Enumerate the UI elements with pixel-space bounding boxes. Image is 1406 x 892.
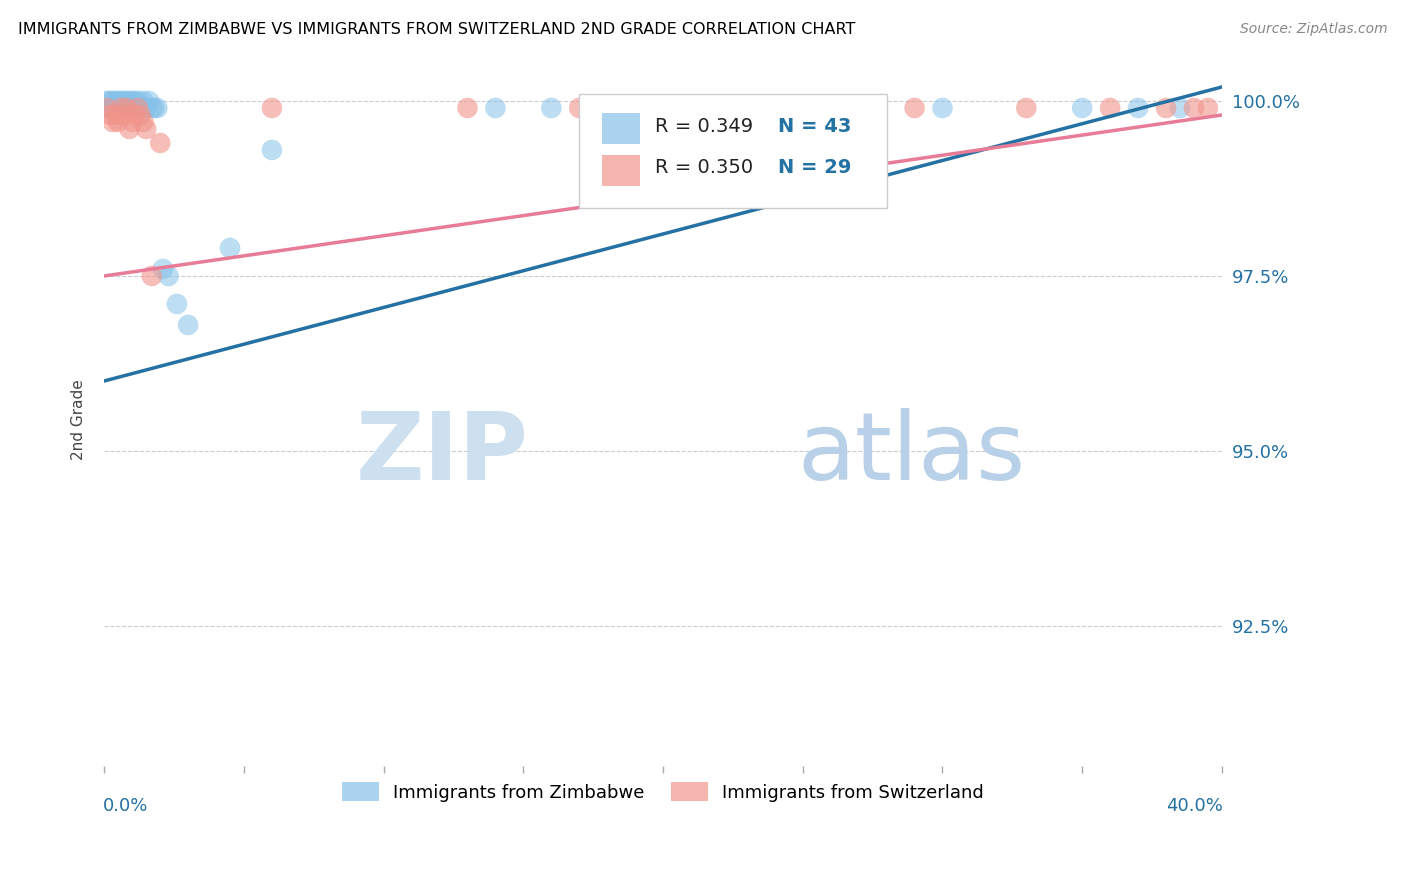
- Point: [124, 101, 146, 115]
- Point: [260, 101, 283, 115]
- Point: [1168, 101, 1191, 115]
- Point: [1197, 101, 1219, 115]
- Point: [1126, 101, 1149, 115]
- Point: [121, 115, 143, 129]
- Point: [135, 122, 157, 136]
- Point: [96, 94, 118, 108]
- Point: [792, 101, 814, 115]
- Point: [112, 108, 135, 122]
- Legend: Immigrants from Zimbabwe, Immigrants from Switzerland: Immigrants from Zimbabwe, Immigrants fro…: [335, 775, 991, 809]
- FancyBboxPatch shape: [602, 113, 640, 145]
- Point: [903, 101, 925, 115]
- Point: [735, 101, 758, 115]
- Point: [118, 122, 141, 136]
- Point: [104, 94, 127, 108]
- Point: [124, 108, 146, 122]
- Point: [1099, 101, 1122, 115]
- Point: [107, 115, 129, 129]
- Point: [820, 101, 842, 115]
- Point: [152, 262, 174, 277]
- Text: R = 0.349: R = 0.349: [655, 117, 754, 136]
- Point: [1015, 101, 1038, 115]
- Point: [177, 318, 200, 332]
- Text: 40.0%: 40.0%: [1166, 797, 1223, 815]
- Text: N = 29: N = 29: [778, 159, 852, 178]
- Point: [127, 94, 149, 108]
- Point: [121, 101, 143, 115]
- Point: [652, 101, 675, 115]
- Point: [166, 297, 188, 311]
- Point: [104, 108, 127, 122]
- Point: [101, 115, 124, 129]
- Point: [101, 94, 124, 108]
- Y-axis label: 2nd Grade: 2nd Grade: [72, 379, 86, 459]
- Text: R = 0.350: R = 0.350: [655, 159, 754, 178]
- Point: [141, 268, 163, 283]
- Point: [96, 101, 118, 115]
- Point: [104, 101, 127, 115]
- Point: [98, 101, 121, 115]
- Point: [457, 101, 479, 115]
- Point: [135, 101, 157, 115]
- Point: [121, 94, 143, 108]
- Point: [115, 101, 138, 115]
- Point: [1154, 101, 1177, 115]
- Point: [484, 101, 506, 115]
- Text: atlas: atlas: [797, 409, 1025, 500]
- Point: [1071, 101, 1094, 115]
- Point: [931, 101, 953, 115]
- Point: [132, 115, 155, 129]
- Point: [143, 101, 166, 115]
- Point: [115, 94, 138, 108]
- Point: [540, 101, 562, 115]
- Point: [107, 94, 129, 108]
- Point: [115, 101, 138, 115]
- Point: [138, 94, 160, 108]
- Point: [652, 101, 675, 115]
- Point: [127, 101, 149, 115]
- Point: [568, 101, 591, 115]
- Point: [129, 108, 152, 122]
- FancyBboxPatch shape: [602, 154, 640, 186]
- Point: [132, 94, 155, 108]
- Point: [110, 101, 132, 115]
- Point: [124, 94, 146, 108]
- Point: [98, 94, 121, 108]
- Point: [107, 101, 129, 115]
- Text: 0.0%: 0.0%: [103, 797, 149, 815]
- Point: [101, 101, 124, 115]
- FancyBboxPatch shape: [579, 94, 887, 208]
- Point: [118, 94, 141, 108]
- Text: IMMIGRANTS FROM ZIMBABWE VS IMMIGRANTS FROM SWITZERLAND 2ND GRADE CORRELATION CH: IMMIGRANTS FROM ZIMBABWE VS IMMIGRANTS F…: [18, 22, 856, 37]
- Point: [146, 101, 169, 115]
- Point: [1182, 101, 1205, 115]
- Text: ZIP: ZIP: [356, 409, 529, 500]
- Point: [149, 136, 172, 150]
- Point: [112, 94, 135, 108]
- Point: [141, 101, 163, 115]
- Point: [118, 101, 141, 115]
- Point: [157, 268, 180, 283]
- Point: [110, 101, 132, 115]
- Point: [219, 241, 242, 255]
- Text: Source: ZipAtlas.com: Source: ZipAtlas.com: [1240, 22, 1388, 37]
- Point: [260, 143, 283, 157]
- Text: N = 43: N = 43: [778, 117, 852, 136]
- Point: [129, 101, 152, 115]
- Point: [98, 108, 121, 122]
- Point: [110, 94, 132, 108]
- Point: [112, 101, 135, 115]
